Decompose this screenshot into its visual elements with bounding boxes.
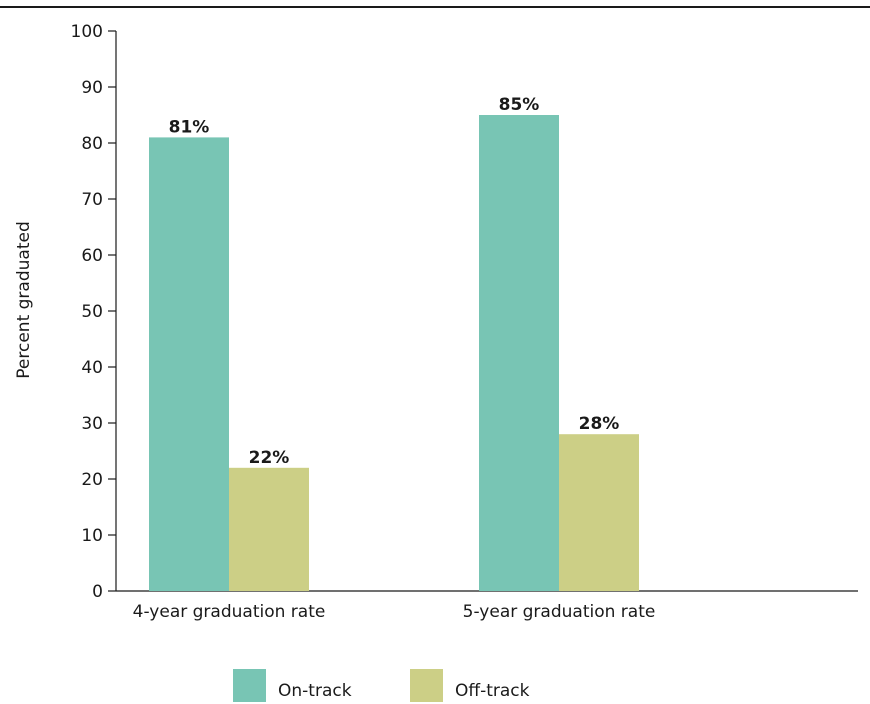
bar-on-track: [479, 115, 559, 591]
bar-off-track: [229, 467, 309, 591]
y-tick-label: 10: [81, 526, 103, 546]
category-labels: 4-year graduation rate 5-year graduation …: [133, 602, 656, 622]
y-axis-title: Percent graduated: [14, 221, 34, 378]
category-label: 5-year graduation rate: [463, 602, 656, 622]
data-label: 85%: [499, 95, 540, 115]
y-tick-label: 70: [81, 190, 103, 210]
y-tick-label: 0: [92, 582, 103, 602]
data-label: 22%: [249, 448, 290, 468]
legend-label: Off-track: [455, 681, 530, 701]
y-tick-label: 90: [81, 78, 103, 98]
legend-swatch: [410, 669, 443, 702]
data-label: 81%: [169, 117, 210, 137]
legend: On-track Off-track: [233, 669, 530, 702]
y-tick-label: 50: [81, 302, 103, 322]
y-tick-label: 100: [71, 22, 103, 42]
y-tick-label: 40: [81, 358, 103, 378]
y-ticks: 0 10 20 30 40 50 60 70 80 90 100: [71, 22, 116, 602]
y-tick-label: 20: [81, 470, 103, 490]
bar-on-track: [149, 137, 229, 591]
y-tick-label: 80: [81, 134, 103, 154]
y-tick-label: 30: [81, 414, 103, 434]
legend-swatch: [233, 669, 266, 702]
legend-label: On-track: [278, 681, 352, 701]
y-tick-label: 60: [81, 246, 103, 266]
bars: [149, 115, 639, 591]
data-labels: 81% 22% 85% 28%: [169, 95, 620, 468]
bar-off-track: [559, 434, 639, 591]
plot-area: 0 10 20 30 40 50 60 70 80 90 100 81% 22% 85% 28% 4-ye…: [71, 22, 858, 622]
category-label: 4-year graduation rate: [133, 602, 326, 622]
data-label: 28%: [579, 414, 620, 434]
